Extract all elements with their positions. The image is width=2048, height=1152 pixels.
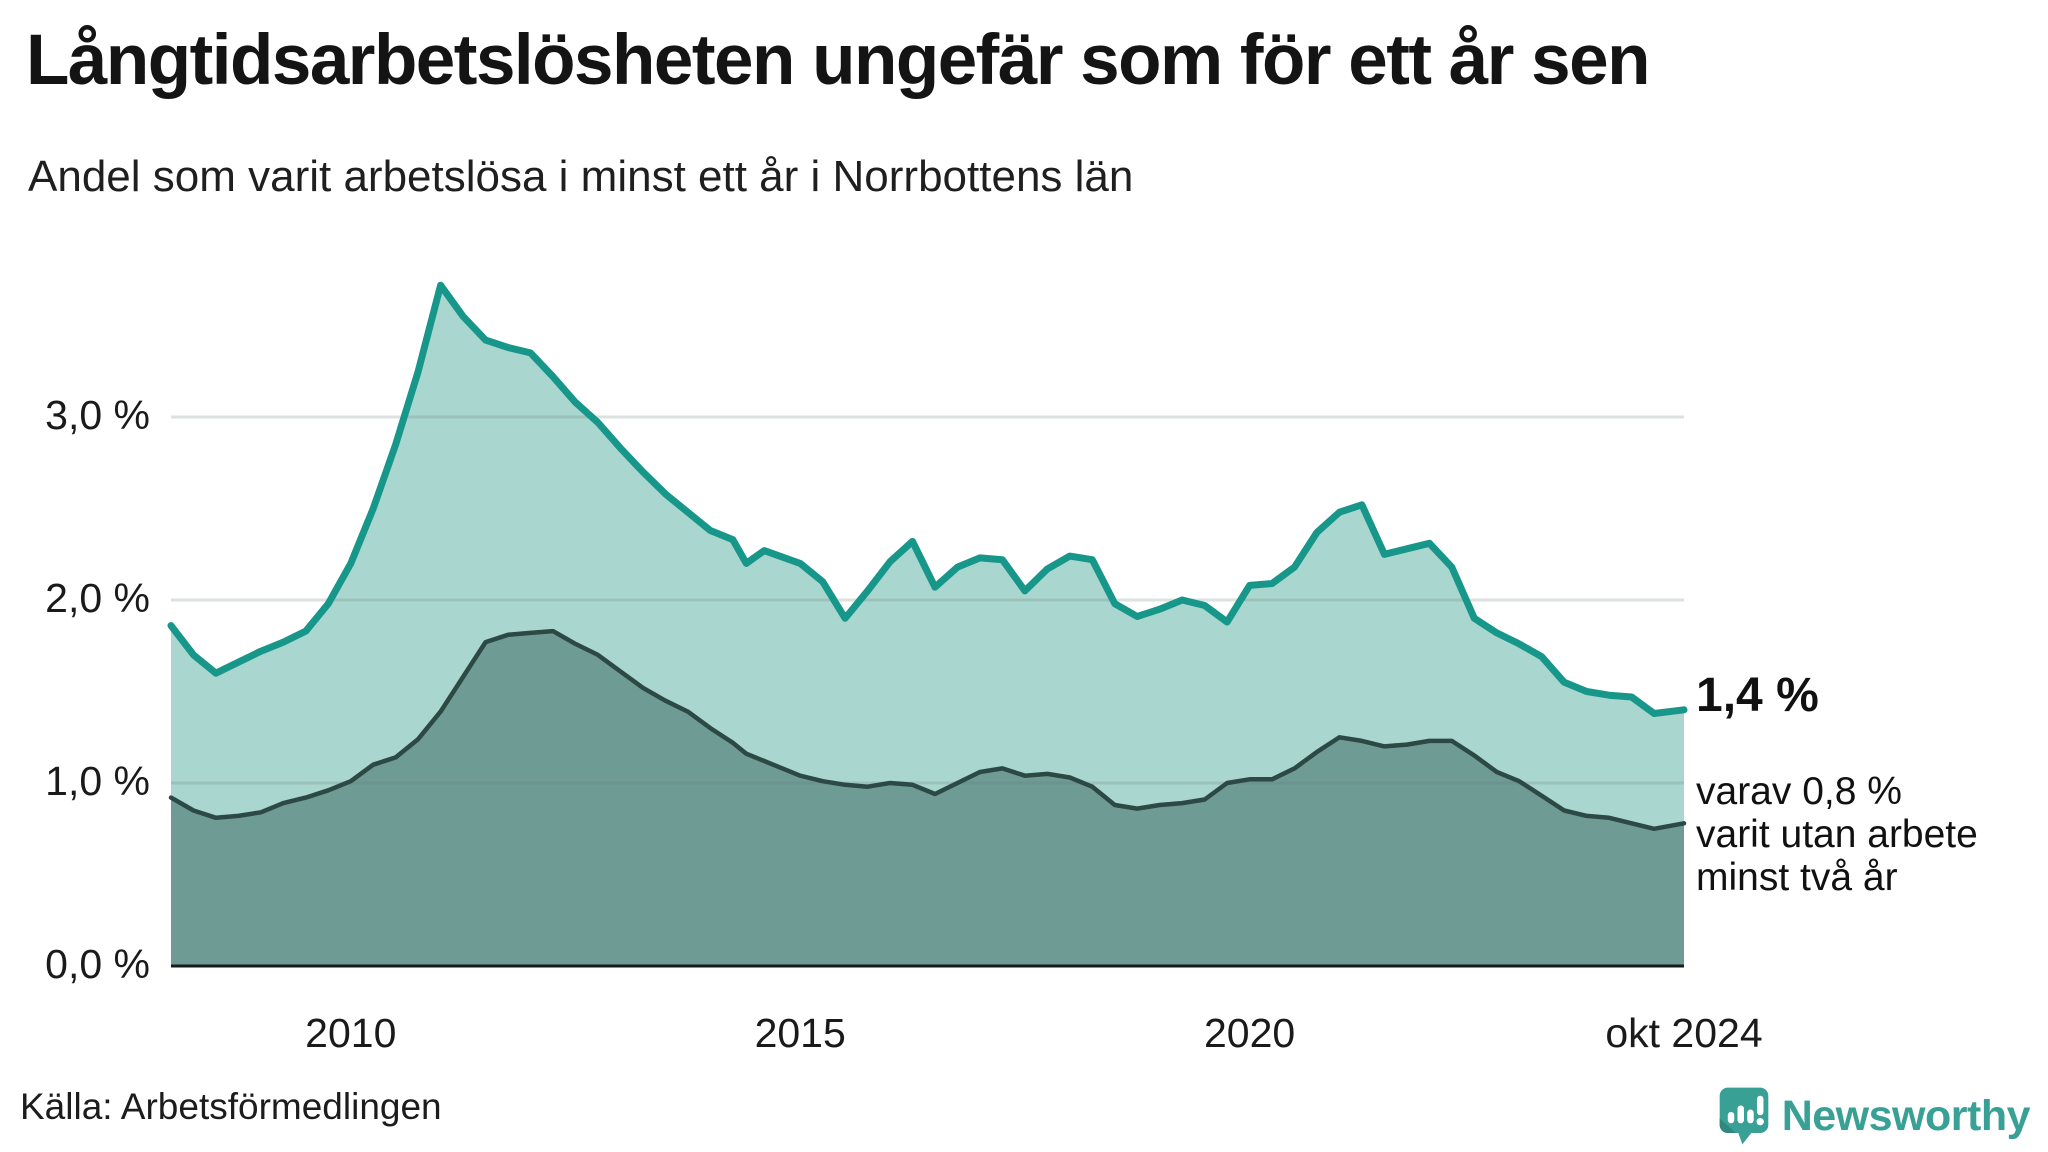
x-axis-tick-label: okt 2024 <box>1605 1010 1763 1056</box>
x-axis-tick-label: 2010 <box>305 1010 397 1056</box>
y-axis-tick-label: 2,0 % <box>45 575 150 621</box>
end-sublabel-line-2: varit utan arbete <box>1696 813 1978 856</box>
end-value-label: 1,4 % <box>1696 669 1819 722</box>
end-value-sublabel: varav 0,8 % varit utan arbete minst två … <box>1696 770 1978 899</box>
total-series-line <box>167 281 1688 717</box>
end-sublabel-line-1: varav 0,8 % <box>1696 770 1902 813</box>
two-year-series-area <box>171 631 1684 966</box>
end-sublabel-line-3: minst två år <box>1696 856 1898 899</box>
two-year-series-line <box>168 628 1687 832</box>
x-axis-tick-label: 2015 <box>754 1010 846 1056</box>
source-note: Källa: Arbetsförmedlingen <box>20 1086 442 1127</box>
y-axis-tick-label: 3,0 % <box>45 392 150 438</box>
x-axis-tick-label: 2020 <box>1203 1010 1296 1056</box>
logo-speech-bubble-icon <box>1719 1087 1769 1145</box>
y-axis-tick-label: 1,0 % <box>45 758 150 804</box>
newsworthy-logo: Newsworthy <box>1718 1086 2031 1146</box>
logo-wordmark: Newsworthy <box>1781 1091 2031 1140</box>
page-subtitle: Andel som varit arbetslösa i minst ett å… <box>28 152 1134 201</box>
page-title: Långtidsarbetslösheten ungefär som för e… <box>26 21 1650 100</box>
y-axis-tick-label: 0,0 % <box>45 941 150 987</box>
